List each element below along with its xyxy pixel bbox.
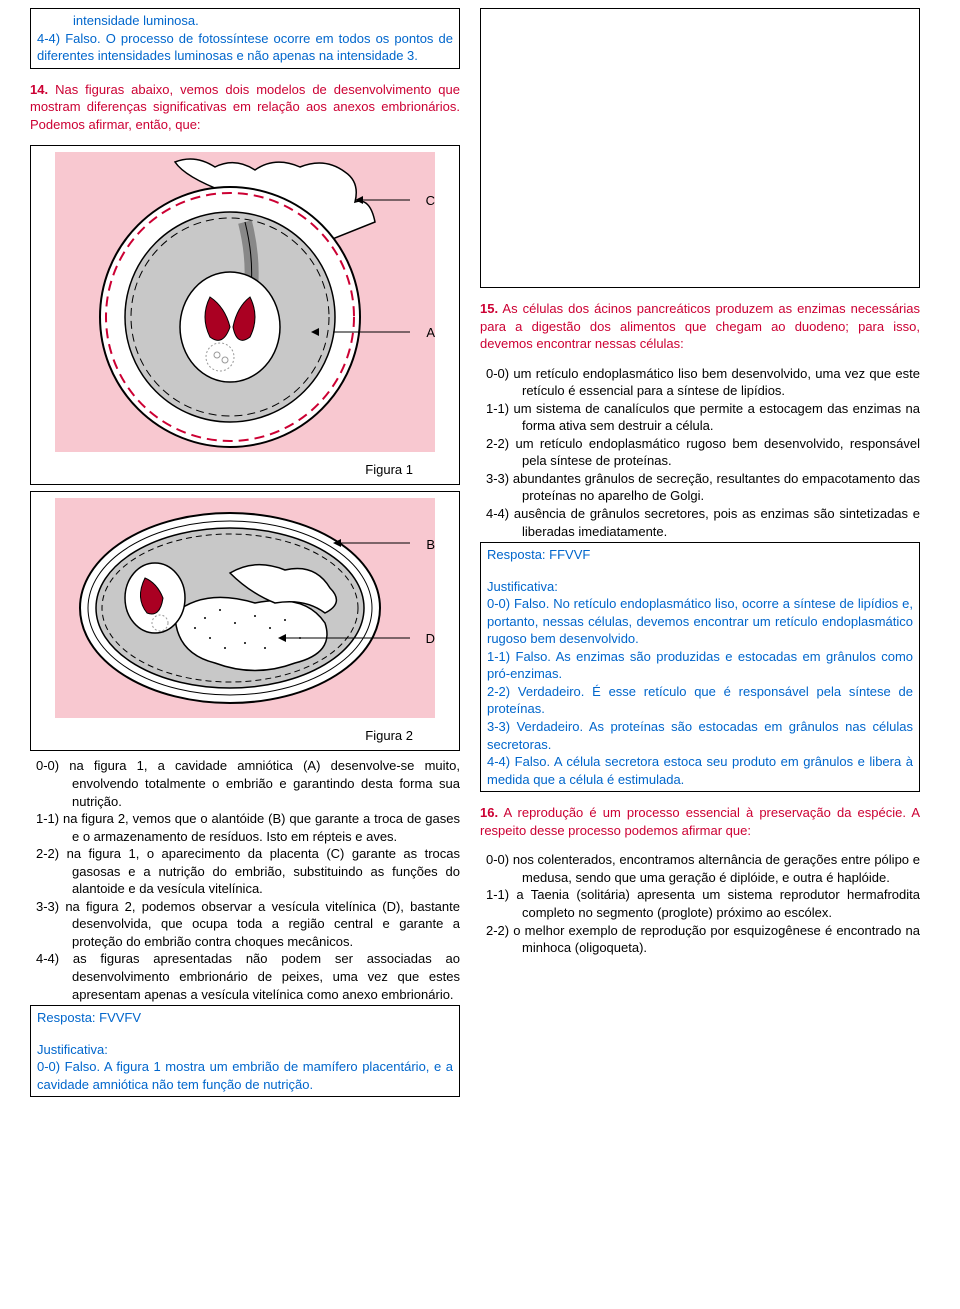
q14-answer-box: Resposta: FVVFV Justificativa: 0-0) Fals… [30, 1005, 460, 1097]
q14-item-0: 0-0) na figura 1, a cavidade amniótica (… [30, 757, 460, 810]
q14-item-2: 2-2) na figura 1, o aparecimento da plac… [30, 845, 460, 898]
intro-line2: 4-4) Falso. O processo de fotossíntese o… [37, 30, 453, 65]
q15-items: 0-0) um retículo endoplasmático liso bem… [480, 365, 920, 540]
figure2-box: B D Figura 2 [30, 491, 460, 751]
q15-just-4: 4-4) Falso. A célula secretora estoca se… [487, 753, 913, 788]
figure2-svg [55, 498, 435, 718]
figure1-wrap: C A [37, 152, 453, 457]
left-column: intensidade luminosa. 4-4) Falso. O proc… [30, 8, 460, 1109]
fig2-label-d: D [426, 630, 435, 648]
q15-item-4: 4-4) ausência de grânulos secretores, po… [480, 505, 920, 540]
q15-just-1: 1-1) Falso. As enzimas são produzidas e … [487, 648, 913, 683]
q15-answer-box: Resposta: FFVVF Justificativa: 0-0) Fals… [480, 542, 920, 792]
q15-text: As células dos ácinos pancreáticos produ… [480, 301, 920, 351]
q16-prompt: 16. A reprodução é um processo essencial… [480, 804, 920, 839]
fig2-label-b: B [426, 536, 435, 554]
fig1-label-a: A [426, 324, 435, 342]
q16-item-2: 2-2) o melhor exemplo de reprodução por … [480, 922, 920, 957]
fig1-caption: Figura 1 [37, 461, 453, 479]
q15-just-title: Justificativa: [487, 578, 913, 596]
q15-prompt: 15. As células dos ácinos pancreáticos p… [480, 300, 920, 353]
q15-just-0: 0-0) Falso. No retículo endoplasmático l… [487, 595, 913, 648]
q16-item-0: 0-0) nos colenterados, encontramos alter… [480, 851, 920, 886]
intro-line1: intensidade luminosa. [37, 12, 453, 30]
fig1-label-c: C [426, 192, 435, 210]
q16-item-1: 1-1) a Taenia (solitária) apresenta um s… [480, 886, 920, 921]
q15-item-0: 0-0) um retículo endoplasmático liso bem… [480, 365, 920, 400]
figure1-svg [55, 152, 435, 452]
figure1-box: C A Figura 1 [30, 145, 460, 485]
q16-items: 0-0) nos colenterados, encontramos alter… [480, 851, 920, 956]
q15-item-2: 2-2) um retículo endoplasmático rugoso b… [480, 435, 920, 470]
q14-just-text: 0-0) Falso. A figura 1 mostra um embrião… [37, 1058, 453, 1093]
figure2-wrap: B D [37, 498, 453, 723]
right-column: 15. As células dos ácinos pancreáticos p… [480, 8, 920, 1109]
q15-number: 15. [480, 301, 498, 316]
q16-number: 16. [480, 805, 498, 820]
q14-text: Nas figuras abaixo, vemos dois modelos d… [30, 82, 460, 132]
q14-item-3: 3-3) na figura 2, podemos observar a ves… [30, 898, 460, 951]
q16-text: A reprodução é um processo essencial à p… [480, 805, 920, 838]
q15-item-1: 1-1) um sistema de canalículos que permi… [480, 400, 920, 435]
q15-item-3: 3-3) abundantes grânulos de secreção, re… [480, 470, 920, 505]
q15-just-3: 3-3) Verdadeiro. As proteínas são estoca… [487, 718, 913, 753]
q14-prompt: 14. Nas figuras abaixo, vemos dois model… [30, 81, 460, 134]
empty-box-top [480, 8, 920, 288]
page-root: intensidade luminosa. 4-4) Falso. O proc… [0, 0, 960, 1129]
q14-number: 14. [30, 82, 48, 97]
q15-resposta: Resposta: FFVVF [487, 546, 913, 564]
fig2-caption: Figura 2 [37, 727, 453, 745]
q14-resposta: Resposta: FVVFV [37, 1009, 453, 1027]
q14-item-4: 4-4) as figuras apresentadas não podem s… [30, 950, 460, 1003]
q14-item-1: 1-1) na figura 2, vemos que o alantóide … [30, 810, 460, 845]
intro-box: intensidade luminosa. 4-4) Falso. O proc… [30, 8, 460, 69]
q14-just-title: Justificativa: [37, 1041, 453, 1059]
q15-just-2: 2-2) Verdadeiro. É esse retículo que é r… [487, 683, 913, 718]
